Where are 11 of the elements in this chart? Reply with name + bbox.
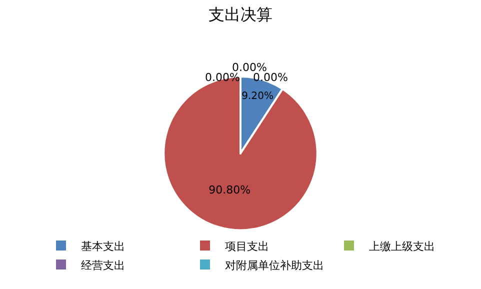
legend-label: 上缴上级支出 bbox=[369, 240, 435, 253]
chart-title: 支出决算 bbox=[208, 4, 272, 24]
legend-label: 基本支出 bbox=[81, 240, 125, 253]
text: 0.00% bbox=[253, 71, 288, 84]
legend-label: 经营支出 bbox=[81, 258, 125, 272]
text: 0.00% bbox=[232, 61, 267, 74]
data-label: 9.20% bbox=[242, 91, 274, 102]
legend-label: 项目支出 bbox=[225, 240, 269, 253]
legend-label: 对附属单位补助支出 bbox=[225, 258, 324, 272]
text: 0.00% bbox=[205, 71, 240, 84]
data-label: 90.80% bbox=[208, 184, 251, 197]
